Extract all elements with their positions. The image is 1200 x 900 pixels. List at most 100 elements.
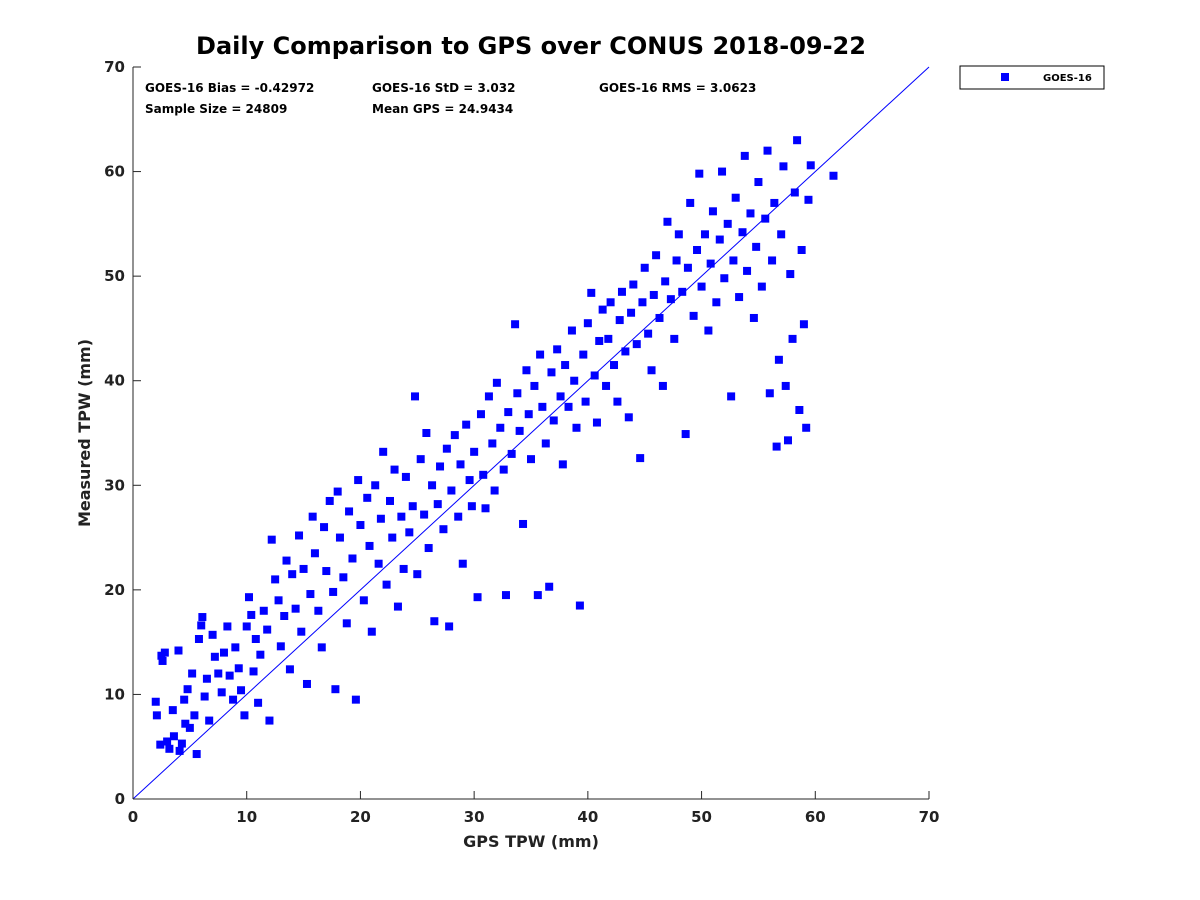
data-point [581,397,590,406]
data-point [237,686,246,695]
data-point [401,472,410,481]
data-point [430,617,439,626]
data-point [515,426,524,435]
data-point [156,740,165,749]
y-axis-ticks: 0 10 20 30 40 50 60 70 [104,58,141,808]
data-point [649,290,658,299]
data-point [174,646,183,655]
data-point [405,528,414,537]
data-point [205,716,214,725]
data-point [288,570,297,579]
y-axis-label: Measured TPW (mm) [75,339,94,527]
data-point [740,151,749,160]
data-point [306,590,315,599]
stat-bias: GOES-16 Bias = -0.42972 [145,81,314,95]
data-point [681,430,690,439]
data-point [570,376,579,385]
data-point [746,209,755,218]
y-tick-label: 40 [104,372,125,390]
data-point [627,308,636,317]
data-point [299,564,308,573]
data-point [158,656,167,665]
data-point [638,298,647,307]
data-point [683,263,692,272]
data-point [399,564,408,573]
data-point [567,326,576,335]
data-point [202,674,211,683]
data-point [806,161,815,170]
data-point [359,596,368,605]
data-point [579,350,588,359]
data-point [276,642,285,651]
data-point [661,277,670,286]
data-point [416,455,425,464]
y-tick-label: 20 [104,581,125,599]
y-tick-label: 70 [104,58,125,76]
data-point [615,316,624,325]
data-point [781,381,790,390]
data-point [604,334,613,343]
data-point [436,462,445,471]
data-point [433,500,442,509]
data-point [247,610,256,619]
data-point [598,305,607,314]
data-point [320,523,329,532]
x-tick-label: 0 [128,808,138,826]
data-point [564,402,573,411]
data-point [666,295,675,304]
data-point [198,613,207,622]
data-point [556,392,565,401]
data-point [339,573,348,582]
data-point [348,554,357,563]
data-point [602,381,611,390]
data-point [354,476,363,485]
data-point [575,601,584,610]
data-point [408,502,417,511]
data-point [163,737,172,746]
data-point [376,514,385,523]
data-point [592,418,601,427]
data-point [735,293,744,302]
data-point [168,706,177,715]
data-point [413,570,422,579]
data-point [188,669,197,678]
data-point [572,423,581,432]
one-to-one-line [132,66,930,800]
data-point [333,487,342,496]
data-point [165,744,174,753]
data-point [447,486,456,495]
data-point [428,481,437,490]
data-point [695,169,704,178]
data-point [658,381,667,390]
data-point [802,423,811,432]
data-point [160,648,169,657]
data-point [708,207,717,216]
data-point [793,136,802,145]
data-point [424,544,433,553]
data-point [169,732,178,741]
data-point [590,371,599,380]
legend: GOES-16 [959,65,1105,90]
data-point [689,311,698,320]
data-point [545,582,554,591]
x-tick-label: 10 [236,808,257,826]
data-point [420,510,429,519]
data-point [335,533,344,542]
data-point [265,716,274,725]
data-points [151,136,838,759]
data-point [727,392,736,401]
data-point [561,361,570,370]
data-point [479,470,488,479]
data-point [513,389,522,398]
data-point [524,410,533,419]
stat-sample-size: Sample Size = 24809 [145,102,287,116]
data-point [804,195,813,204]
data-point [285,665,294,674]
data-point [263,625,272,634]
data-point [450,431,459,440]
data-point [217,688,226,697]
data-point [231,643,240,652]
data-point [644,329,653,338]
data-point [363,493,372,502]
